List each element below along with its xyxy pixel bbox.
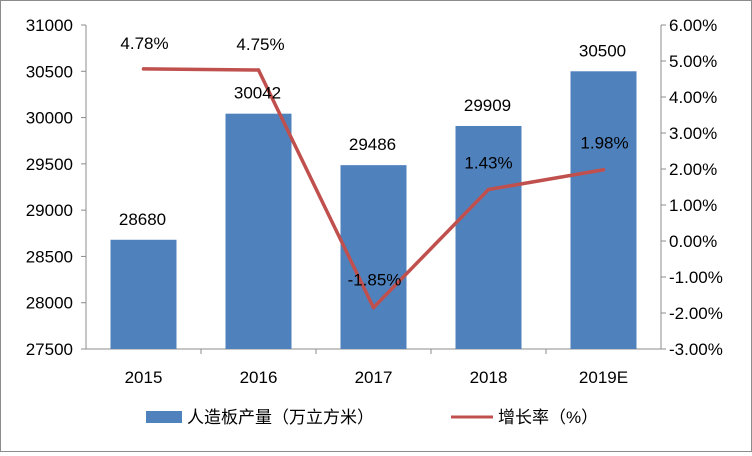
legend-bar-swatch	[146, 411, 182, 423]
left-tick-label: 31000	[26, 16, 73, 35]
legend-bar-label: 人造板产量（万立方米）	[187, 408, 374, 427]
left-tick-label: 28500	[26, 247, 73, 266]
bar	[225, 113, 292, 349]
bar	[570, 71, 637, 350]
line-data-label: 1.98%	[580, 134, 628, 153]
line-point	[256, 68, 261, 72]
bar	[110, 239, 177, 349]
x-tick-label: 2017	[355, 368, 393, 387]
line-point	[601, 167, 606, 172]
right-tick-label: 2.00%	[669, 160, 717, 179]
x-tick-label: 2018	[470, 368, 508, 387]
right-tick-label: -2.00%	[669, 304, 723, 323]
right-tick-label: -3.00%	[669, 340, 723, 359]
right-tick-label: 4.00%	[669, 88, 717, 107]
left-tick-label: 27500	[26, 340, 73, 359]
x-tick-label: 2015	[125, 368, 163, 387]
right-tick-label: 3.00%	[669, 124, 717, 143]
left-tick-label: 30500	[26, 62, 73, 81]
line-data-label: 4.78%	[120, 34, 168, 53]
bar-data-label: 28680	[119, 210, 166, 229]
bar	[340, 165, 407, 349]
line-data-label: 1.43%	[464, 154, 512, 173]
left-tick-label: 28000	[26, 294, 73, 313]
bar	[455, 125, 522, 350]
right-tick-label: 0.00%	[669, 232, 717, 251]
left-tick-label: 30000	[26, 109, 73, 128]
right-tick-label: -1.00%	[669, 268, 723, 287]
x-tick-label: 2016	[240, 368, 278, 387]
right-tick-label: 6.00%	[669, 16, 717, 35]
bar-data-label: 29486	[349, 135, 396, 154]
line-point	[371, 305, 376, 310]
bar-data-label: 30042	[234, 84, 281, 103]
line-data-label: -1.85%	[348, 271, 402, 290]
x-tick-label: 2019E	[579, 368, 628, 387]
right-tick-label: 5.00%	[669, 52, 717, 71]
right-tick-label: 1.00%	[669, 196, 717, 215]
line-point	[486, 187, 491, 192]
left-tick-label: 29000	[26, 201, 73, 220]
left-tick-label: 29500	[26, 155, 73, 174]
line-point	[141, 67, 146, 71]
bar-data-label: 29909	[464, 96, 511, 115]
bar-data-label: 30500	[579, 41, 626, 60]
legend-line-label: 增长率（%）	[498, 408, 598, 427]
line-data-label: 4.75%	[236, 35, 284, 54]
